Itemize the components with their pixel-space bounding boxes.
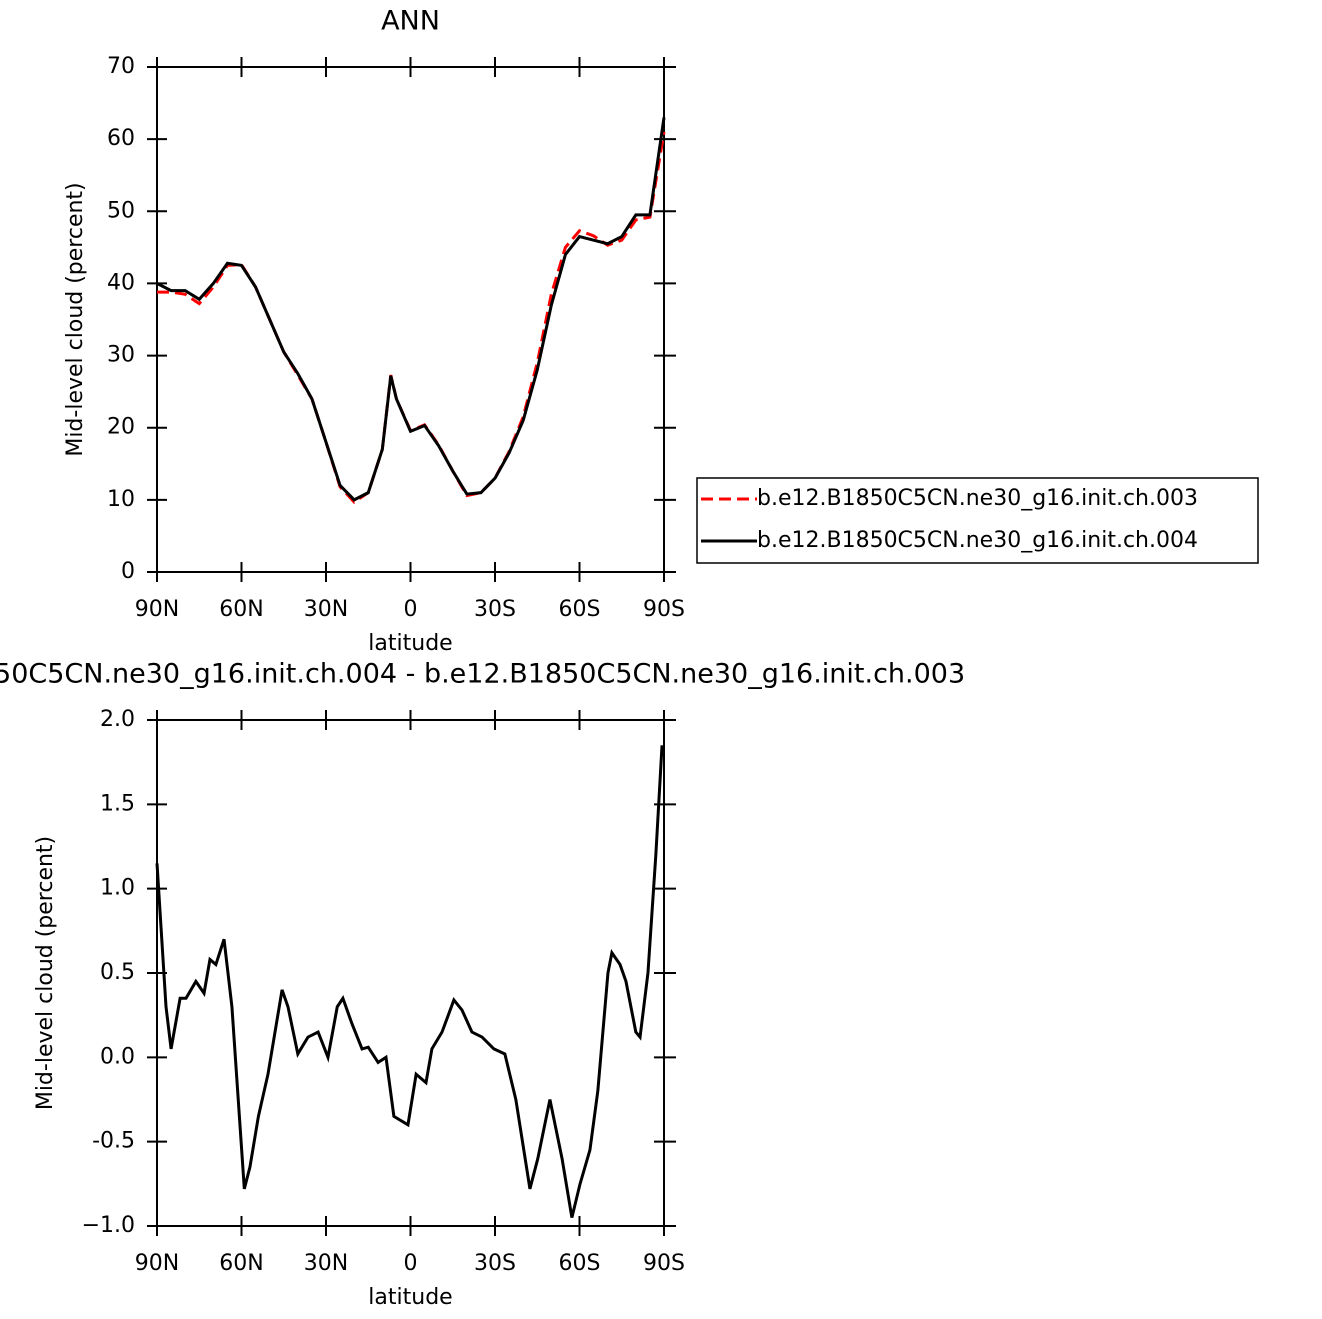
y-tick-label: 1.0 (100, 876, 135, 901)
x-tick-label: 30N (304, 1251, 348, 1276)
y-tick-label: 10 (107, 487, 135, 512)
x-axis-label: latitude (368, 631, 452, 656)
y-tick-label: 0 (121, 559, 135, 584)
x-tick-label: 30S (474, 597, 516, 622)
y-tick-label: 0.0 (100, 1044, 135, 1069)
x-tick-label: 60S (559, 597, 601, 622)
x-tick-label: 0 (404, 1251, 418, 1276)
x-tick-label: 60N (219, 597, 263, 622)
x-tick-label: 30S (474, 1251, 516, 1276)
legend-label: b.e12.B1850C5CN.ne30_g16.init.ch.004 (757, 528, 1198, 553)
data-line (156, 117, 666, 502)
y-tick-label: 1.5 (100, 791, 135, 816)
y-axis-label: Mid-level cloud (percent) (33, 836, 58, 1110)
x-tick-label: 90S (643, 597, 685, 622)
legend-label: b.e12.B1850C5CN.ne30_g16.init.ch.003 (757, 486, 1198, 511)
chart-title: ANN (381, 6, 440, 37)
y-tick-label: 0.5 (100, 960, 135, 985)
x-tick-label: 90S (643, 1251, 685, 1276)
x-tick-label: 60S (559, 1251, 601, 1276)
plot-frame (156, 66, 665, 573)
data-line (157, 131, 666, 504)
plot-frame (156, 719, 665, 1227)
y-tick-label: 20 (107, 415, 135, 440)
y-tick-label: 50 (107, 198, 135, 223)
y-tick-label: 40 (107, 270, 135, 295)
x-axis-label: latitude (368, 1285, 452, 1310)
y-tick-label: 30 (107, 343, 135, 368)
y-tick-label: 2.0 (100, 707, 135, 732)
data-line (155, 745, 664, 1218)
y-tick-label: -0.5 (92, 1129, 135, 1154)
x-tick-label: 0 (404, 597, 418, 622)
y-tick-label: 70 (107, 54, 135, 79)
x-tick-label: 90N (135, 1251, 179, 1276)
legend-box (696, 477, 1259, 564)
y-tick-label: −1.0 (82, 1213, 135, 1238)
y-tick-label: 60 (107, 126, 135, 151)
chart-title: b.e12.B1850C5CN.ne30_g16.init.ch.004 - b… (0, 659, 965, 690)
x-tick-label: 30N (304, 597, 348, 622)
x-tick-label: 90N (135, 597, 179, 622)
x-tick-label: 60N (219, 1251, 263, 1276)
y-axis-label: Mid-level cloud (percent) (63, 182, 88, 456)
